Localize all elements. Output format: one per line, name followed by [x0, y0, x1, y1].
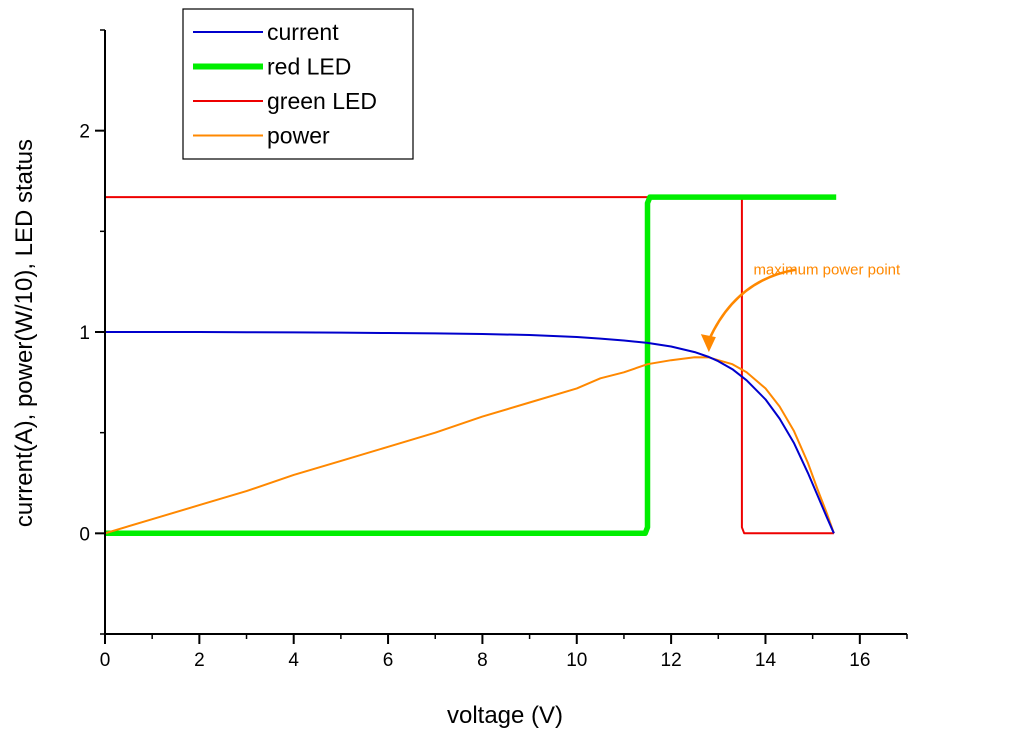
- annotation-arrow: [707, 268, 797, 341]
- legend-label-power: power: [267, 123, 330, 149]
- annotation-label: maximum power point: [753, 262, 901, 279]
- legend-label-current: current: [267, 19, 339, 45]
- legend-label-red-led: red LED: [267, 54, 351, 80]
- series-layer: [104, 194, 837, 537]
- x-tick-label-10: 10: [566, 650, 587, 671]
- annotation-layer: maximum power point: [700, 262, 901, 353]
- series-line-green-led: [105, 196, 834, 535]
- legend: current red LED green LED power: [182, 8, 414, 160]
- y-tick-label-0: 0: [79, 524, 90, 545]
- series-line-current: [105, 331, 835, 534]
- x-tick-label-14: 14: [755, 650, 777, 671]
- annotation-arrowhead: [700, 334, 716, 353]
- y-axis-title: current(A), power(W/10), LED status: [11, 139, 38, 527]
- x-tick-label-16: 16: [849, 650, 870, 671]
- legend-box: [182, 8, 414, 160]
- legend-label-green-led: green LED: [267, 88, 377, 114]
- x-tick-label-4: 4: [288, 650, 299, 671]
- y-tick-label-1: 1: [79, 323, 90, 344]
- x-tick-label-0: 0: [100, 650, 111, 671]
- x-tick-label-2: 2: [194, 650, 205, 671]
- x-axis-title: voltage (V): [447, 702, 563, 729]
- x-tick-label-6: 6: [383, 650, 394, 671]
- y-tick-label-2: 2: [79, 122, 90, 143]
- series-line-power: [104, 356, 835, 535]
- x-tick-label-8: 8: [477, 650, 488, 671]
- x-tick-label-12: 12: [661, 650, 682, 671]
